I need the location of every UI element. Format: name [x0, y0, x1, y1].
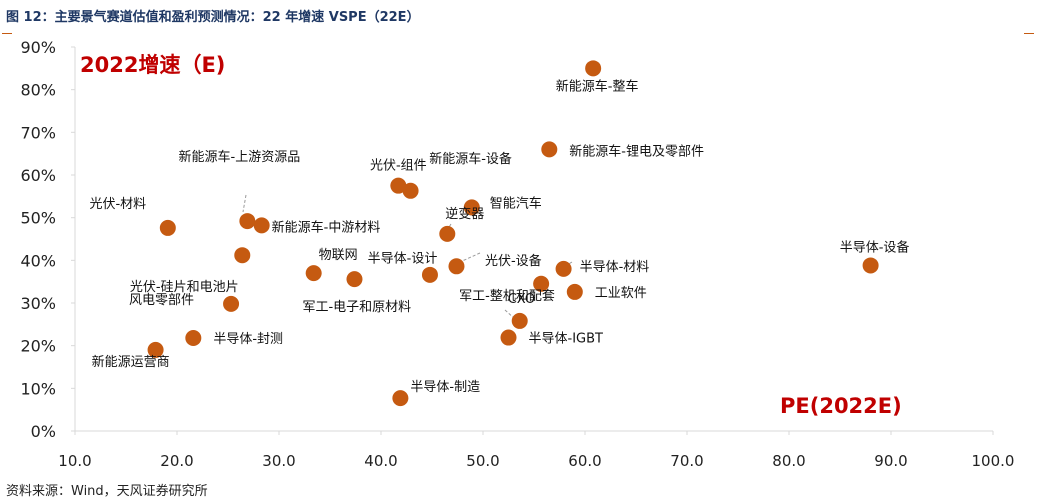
- data-point: [500, 329, 517, 346]
- data-points: [147, 60, 879, 407]
- y-tick-label: 70%: [20, 123, 56, 142]
- data-point: [566, 283, 583, 300]
- data-point: [862, 257, 879, 274]
- point-label: 光伏-硅片和电池片: [130, 280, 239, 295]
- x-tick-label: 80.0: [772, 452, 805, 470]
- y-tick-label: 20%: [20, 337, 56, 356]
- scatter-chart: 10.0 20.0 30.0 40.0 50.0 60.0 70.0 80.0 90.0 100.…: [20, 38, 1014, 470]
- point-label: 半导体-设计: [368, 251, 438, 266]
- data-point: [533, 275, 550, 292]
- point-label: 逆变器: [445, 206, 484, 222]
- data-point: [439, 225, 456, 242]
- y-tick-label: 0%: [31, 422, 56, 441]
- point-label: 半导体-材料: [580, 260, 650, 275]
- x-tick-label: 100.0: [972, 452, 1015, 470]
- x-tick-label: 10.0: [58, 452, 91, 470]
- leader-line: [504, 309, 515, 319]
- y-axis-label: 2022增速（E): [80, 53, 225, 77]
- x-tick-label: 60.0: [568, 452, 601, 470]
- x-axis-label: PE(2022E): [780, 394, 902, 418]
- data-point: [448, 258, 465, 275]
- point-label: 工业软件: [595, 286, 647, 301]
- x-tick-label: 50.0: [466, 452, 499, 470]
- y-tick-label: 90%: [20, 38, 56, 57]
- point-label: 半导体-封测: [213, 332, 283, 347]
- point-label: 光伏-材料: [89, 197, 146, 212]
- data-point: [147, 341, 164, 358]
- data-point: [305, 265, 322, 282]
- point-label: 新能源车-上游资源品: [179, 149, 301, 165]
- x-tick-label: 90.0: [874, 452, 907, 470]
- data-point: [511, 312, 528, 329]
- point-label: 军工-整机和配套: [459, 288, 555, 304]
- x-tick-label: 30.0: [262, 452, 295, 470]
- point-label: 半导体-制造: [410, 380, 480, 395]
- data-point: [392, 390, 409, 407]
- point-label: CXO: [508, 292, 535, 307]
- figure-title: 图 12：主要景气赛道估值和盈利预测情况：22 年增速 VSPE（22E）: [6, 10, 420, 25]
- data-point: [402, 182, 419, 199]
- point-label: 光伏-设备: [485, 253, 542, 269]
- y-tick-label: 50%: [20, 209, 56, 228]
- title-accent-right: [1024, 33, 1034, 34]
- data-point: [421, 266, 438, 283]
- point-label: 新能源车-整车: [556, 78, 639, 94]
- data-point: [463, 199, 480, 216]
- x-tick-label: 20.0: [160, 452, 193, 470]
- point-label: 半导体-IGBT: [529, 332, 604, 347]
- point-label: 新能源运营商: [92, 354, 170, 370]
- data-point: [239, 213, 256, 230]
- data-point: [541, 141, 558, 158]
- chart-axes: [71, 46, 994, 435]
- point-label: 新能源车-设备: [429, 151, 512, 167]
- data-point: [585, 60, 602, 77]
- point-label: 新能源车-锂电及零部件: [569, 143, 704, 159]
- data-point: [159, 219, 176, 236]
- data-point: [253, 217, 270, 234]
- leader-line: [459, 252, 481, 263]
- x-tick-label: 70.0: [670, 452, 703, 470]
- data-point: [346, 271, 363, 288]
- data-point: [223, 295, 240, 312]
- leader-line: [242, 194, 247, 213]
- y-tick-label: 80%: [20, 81, 56, 100]
- title-accent-left: [2, 33, 12, 34]
- point-label: 新能源车-中游材料: [272, 219, 381, 235]
- point-label: 智能汽车: [490, 195, 542, 211]
- y-tick-label: 30%: [20, 294, 56, 313]
- x-tick-label: 40.0: [364, 452, 397, 470]
- data-point: [234, 247, 251, 264]
- point-label: 光伏-组件: [370, 159, 427, 174]
- data-point: [185, 329, 202, 346]
- source-note: 资料来源：Wind，天风证券研究所: [6, 484, 208, 499]
- data-point: [390, 177, 407, 194]
- data-point: [555, 260, 572, 277]
- point-label: 军工-电子和原材料: [302, 300, 411, 315]
- point-label: 物联网: [319, 248, 358, 263]
- y-tick-label: 40%: [20, 251, 56, 270]
- x-tick-labels: 10.0 20.0 30.0 40.0 50.0 60.0 70.0 80.0 90.0 100.…: [58, 452, 1014, 470]
- y-tick-label: 60%: [20, 166, 56, 185]
- y-tick-label: 10%: [20, 379, 56, 398]
- point-label: 风电零部件: [129, 293, 194, 308]
- point-label: 半导体-设备: [840, 239, 910, 255]
- y-tick-labels: 0% 10% 20% 30% 40% 50% 60% 70% 80% 90%: [20, 38, 56, 441]
